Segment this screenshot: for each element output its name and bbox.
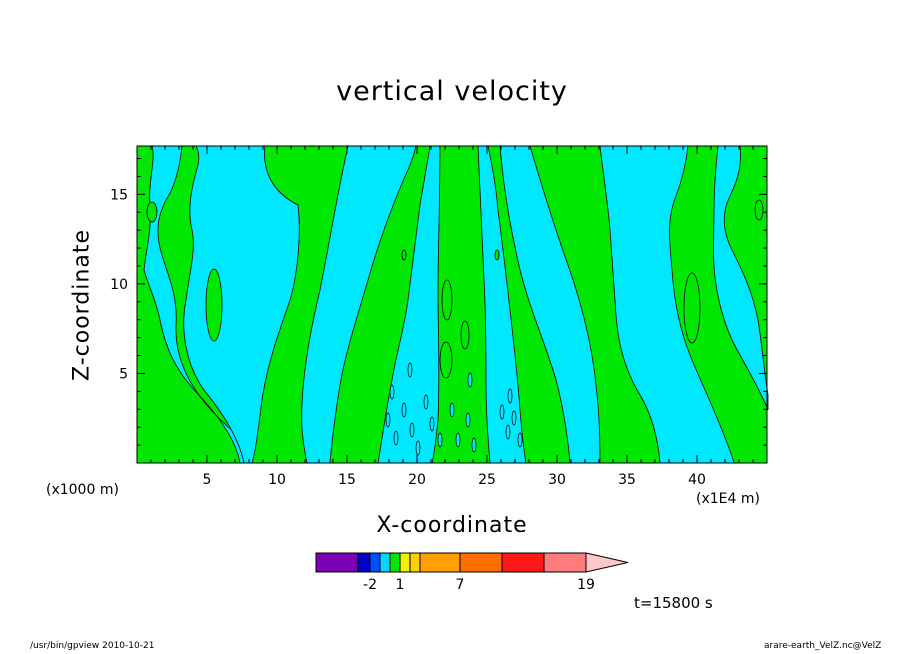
footer-right: arare-earth_VelZ.nc@VelZ xyxy=(764,641,882,651)
x-axis-ticks: 5 10 15 20 25 30 35 40 xyxy=(136,146,768,488)
plot-frame xyxy=(136,145,768,464)
x-axis-label: X-coordinate xyxy=(376,513,528,538)
noise-cell xyxy=(401,402,407,418)
noise-cell xyxy=(437,432,443,448)
noise-cell xyxy=(393,430,399,446)
y-tick-label: 15 xyxy=(110,187,128,203)
negative-region xyxy=(599,145,735,464)
positive-island xyxy=(460,320,470,350)
positive-island xyxy=(146,201,158,223)
noise-cell xyxy=(415,440,421,456)
colorbar-segment xyxy=(543,552,587,573)
positive-island xyxy=(401,249,407,261)
positive-island xyxy=(683,272,701,344)
colorbar-segment xyxy=(501,552,545,573)
colorbar-segment xyxy=(379,552,391,573)
negative-region xyxy=(183,145,300,464)
colorbar-tick-label: 19 xyxy=(577,577,595,593)
x-tick-label: 25 xyxy=(478,472,496,488)
colorbar-segment xyxy=(315,552,359,573)
noise-cell xyxy=(423,394,429,410)
colorbar-tick-label: -2 xyxy=(363,577,377,593)
colorbar: -2 1 7 19 xyxy=(315,552,629,593)
colorbar-segment xyxy=(399,552,411,573)
noise-cell xyxy=(505,424,511,440)
negative-region xyxy=(301,145,417,464)
x-tick-label: 30 xyxy=(548,472,566,488)
noise-cell xyxy=(407,362,413,378)
noise-cell xyxy=(385,412,391,428)
x-tick-label: 20 xyxy=(408,472,426,488)
x-unit-label-left: (x1000 m) xyxy=(46,482,119,498)
positive-island xyxy=(754,199,764,221)
x-tick-label: 10 xyxy=(268,472,286,488)
positive-island xyxy=(441,279,453,321)
colorbar-segment xyxy=(419,552,461,573)
time-label: t=15800 s xyxy=(634,594,713,612)
noise-cell xyxy=(449,402,455,418)
colorbar-segment xyxy=(357,552,371,573)
colorbar-segment xyxy=(389,552,401,573)
noise-cell xyxy=(511,410,517,426)
x-tick-label: 15 xyxy=(338,472,356,488)
noise-cell xyxy=(517,432,523,448)
y-tick-label: 5 xyxy=(119,366,128,382)
colorbar-tick-label: 7 xyxy=(456,577,465,593)
negative-region xyxy=(377,145,441,464)
colorbar-segment xyxy=(459,552,503,573)
negative-region xyxy=(477,145,527,464)
noise-cell xyxy=(455,432,461,448)
colorbar-segment xyxy=(409,552,421,573)
positive-island xyxy=(439,341,453,379)
noise-cell xyxy=(471,437,477,453)
noise-cell xyxy=(467,372,473,388)
negative-region xyxy=(713,145,769,411)
noise-cell xyxy=(389,384,395,400)
positive-island xyxy=(494,249,500,261)
chart-title: vertical velocity xyxy=(336,76,568,107)
colorbar-segment xyxy=(369,552,381,573)
noise-cell xyxy=(507,388,513,404)
x-tick-label: 35 xyxy=(618,472,636,488)
y-tick-label: 10 xyxy=(110,277,128,293)
x-tick-label: 40 xyxy=(688,472,706,488)
footer-left: /usr/bin/gpview 2010-10-21 xyxy=(30,641,155,651)
x-unit-label-right: (x1E4 m) xyxy=(696,491,760,507)
y-axis-label: Z-coordinate xyxy=(69,229,95,381)
noise-cell xyxy=(429,416,435,432)
positive-island xyxy=(205,268,223,342)
noise-cell xyxy=(465,412,471,428)
noise-cell xyxy=(499,404,505,420)
colorbar-tick-label: 1 xyxy=(396,577,405,593)
x-tick-label: 5 xyxy=(203,472,212,488)
colorbar-arrow xyxy=(585,552,629,573)
y-axis-ticks: 5 10 15 xyxy=(110,158,767,446)
noise-cell xyxy=(409,422,415,438)
plot-area xyxy=(136,145,769,464)
